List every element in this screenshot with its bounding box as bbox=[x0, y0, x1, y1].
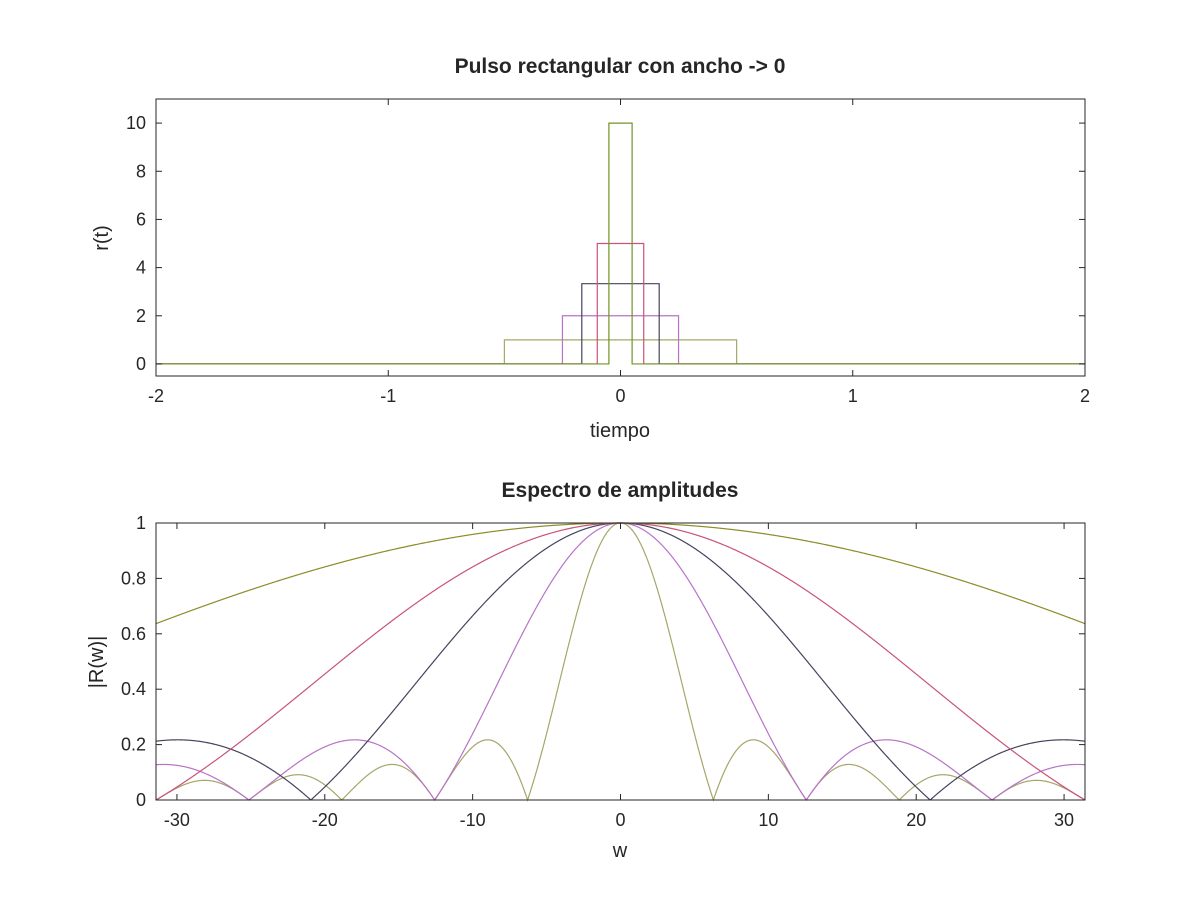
pulse-xtick-label: -1 bbox=[380, 386, 396, 406]
spectrum-xtick-label: -20 bbox=[312, 810, 338, 830]
spectrum-ytick-label: 0.2 bbox=[121, 735, 146, 755]
pulse-ytick-label: 8 bbox=[136, 161, 146, 181]
spectrum-ytick-label: 0.6 bbox=[121, 624, 146, 644]
spectrum-xtick-label: 20 bbox=[906, 810, 926, 830]
spectrum-plot-ylabel: |R(w)| bbox=[86, 636, 108, 689]
pulse-ytick-label: 10 bbox=[126, 113, 146, 133]
spectrum-ytick-label: 0 bbox=[136, 790, 146, 810]
spectrum-xtick-label: -10 bbox=[460, 810, 486, 830]
pulse-ytick-label: 0 bbox=[136, 354, 146, 374]
pulse-series-5 bbox=[156, 122, 1085, 365]
pulse-plot-ylabel: r(t) bbox=[91, 225, 113, 251]
spectrum-ytick-label: 1 bbox=[136, 513, 146, 533]
pulse-xtick-label: -2 bbox=[148, 386, 164, 406]
pulse-xtick-label: 1 bbox=[848, 386, 858, 406]
spectrum-ytick-label: 0.4 bbox=[121, 679, 146, 699]
pulse-plot: Pulso rectangular con ancho -> 0 -2 -1 0 1 2… bbox=[91, 55, 1090, 442]
pulse-plot-series bbox=[156, 122, 1085, 365]
spectrum-xtick-label: 10 bbox=[758, 810, 778, 830]
pulse-ytick-label: 6 bbox=[136, 209, 146, 229]
spectrum-ytick-label: 0.8 bbox=[121, 568, 146, 588]
pulse-ytick-label: 4 bbox=[136, 258, 146, 278]
spectrum-plot-title: Espectro de amplitudes bbox=[502, 479, 739, 502]
spectrum-plot-ticks: -30 -20 -10 0 10 20 30 0 0.2 0.4 0.6 0.8 1 bbox=[121, 513, 1085, 830]
spectrum-plot-xlabel: w bbox=[612, 840, 628, 862]
spectrum-plot: Espectro de amplitudes -30 -20 -10 0 10 20 300… bbox=[86, 479, 1086, 862]
pulse-ytick-label: 2 bbox=[136, 306, 146, 326]
pulse-xtick-label: 2 bbox=[1080, 386, 1090, 406]
spectrum-xtick-label: 30 bbox=[1054, 810, 1074, 830]
spectrum-xtick-label: 0 bbox=[615, 810, 625, 830]
pulse-plot-ticks: -2 -1 0 1 2 0 2 4 6 8 10 bbox=[126, 99, 1090, 406]
pulse-plot-xlabel: tiempo bbox=[590, 420, 650, 442]
spectrum-xtick-label: -30 bbox=[164, 810, 190, 830]
pulse-xtick-label: 0 bbox=[615, 386, 625, 406]
pulse-plot-title: Pulso rectangular con ancho -> 0 bbox=[455, 55, 786, 78]
